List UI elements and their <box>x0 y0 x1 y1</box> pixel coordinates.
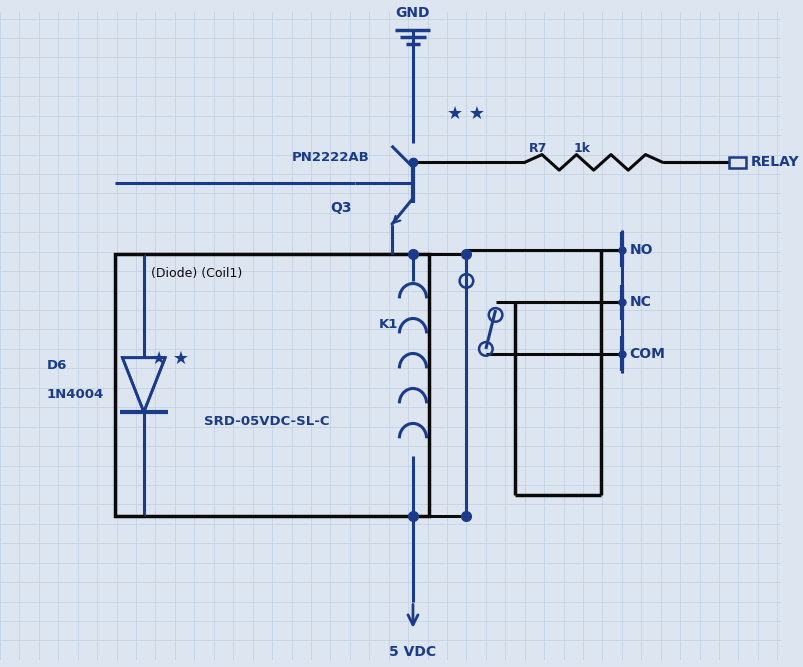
Text: ★ ★: ★ ★ <box>150 350 189 368</box>
Text: 1N4004: 1N4004 <box>47 388 104 401</box>
Text: PN2222AB: PN2222AB <box>291 151 369 164</box>
Bar <box>115 253 429 516</box>
Text: Q3: Q3 <box>330 201 352 215</box>
Text: K1: K1 <box>378 318 397 331</box>
Text: COM: COM <box>629 347 665 361</box>
Text: R7: R7 <box>528 142 546 155</box>
Text: NC: NC <box>629 295 650 309</box>
Text: 1k: 1k <box>573 142 589 155</box>
Text: (Diode) (Coil1): (Diode) (Coil1) <box>150 267 242 279</box>
Text: D6: D6 <box>47 359 67 372</box>
Text: SRD-05VDC-SL-C: SRD-05VDC-SL-C <box>204 416 329 428</box>
Text: NO: NO <box>629 243 652 257</box>
Text: GND: GND <box>395 7 430 21</box>
Bar <box>728 157 745 168</box>
Text: 5 VDC: 5 VDC <box>389 645 436 659</box>
Text: ★ ★: ★ ★ <box>446 105 484 123</box>
Text: RELAY: RELAY <box>750 155 799 169</box>
